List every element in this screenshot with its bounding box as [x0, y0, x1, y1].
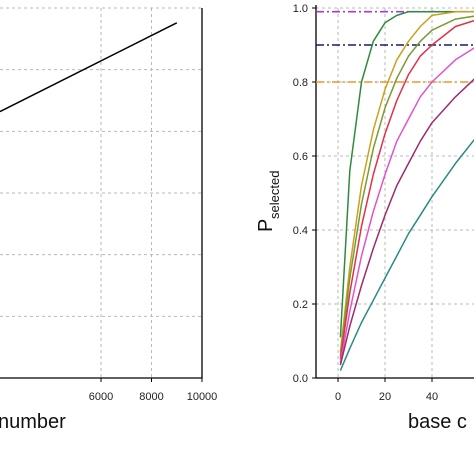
left-series: [0, 22, 178, 113]
left-chart-panel: 6000 8000 10000 number: [0, 7, 218, 433]
left-x-tick-label: 8000: [139, 391, 163, 403]
left-x-tick-label: 6000: [89, 391, 113, 403]
left-x-ticks: 6000 8000 10000: [89, 378, 218, 403]
right-y-axis-label-subscript: selected: [267, 171, 282, 219]
right-y-tick-label: 0.0: [293, 373, 308, 385]
right-series-line: [339, 78, 474, 366]
right-y-tick-label: 0.2: [293, 299, 308, 311]
right-x-tick-label: 40: [426, 391, 438, 403]
right-series-line: [339, 10, 474, 338]
right-chart-panel: 0.0 0.2 0.4 0.6 0.8 1.0 0 20 40 base c P select…: [255, 3, 474, 433]
left-x-tick-label: 10000: [187, 391, 218, 403]
right-x-tick-label: 20: [379, 391, 391, 403]
right-series-line: [339, 19, 474, 360]
right-x-axis-label: base c: [408, 411, 467, 433]
right-y-tick-label: 0.6: [293, 151, 308, 163]
left-series-line: [0, 22, 178, 113]
right-x-tick-label: 0: [335, 391, 341, 403]
right-series-line: [339, 47, 474, 364]
left-x-axis-label: number: [0, 411, 66, 433]
right-series: [339, 10, 474, 371]
right-y-axis-label-main: P: [255, 219, 277, 232]
right-series-line: [339, 15, 474, 356]
right-x-ticks: 0 20 40: [335, 378, 438, 403]
right-series-line: [339, 10, 474, 353]
right-y-tick-label: 0.4: [293, 225, 308, 237]
right-series-line: [339, 138, 474, 371]
right-y-ticks: 0.0 0.2 0.4 0.6 0.8 1.0: [293, 3, 316, 385]
right-y-tick-label: 1.0: [293, 3, 308, 15]
left-grid: [0, 7, 202, 378]
right-y-axis-label: P selected: [255, 171, 282, 232]
right-y-tick-label: 0.8: [293, 77, 308, 89]
